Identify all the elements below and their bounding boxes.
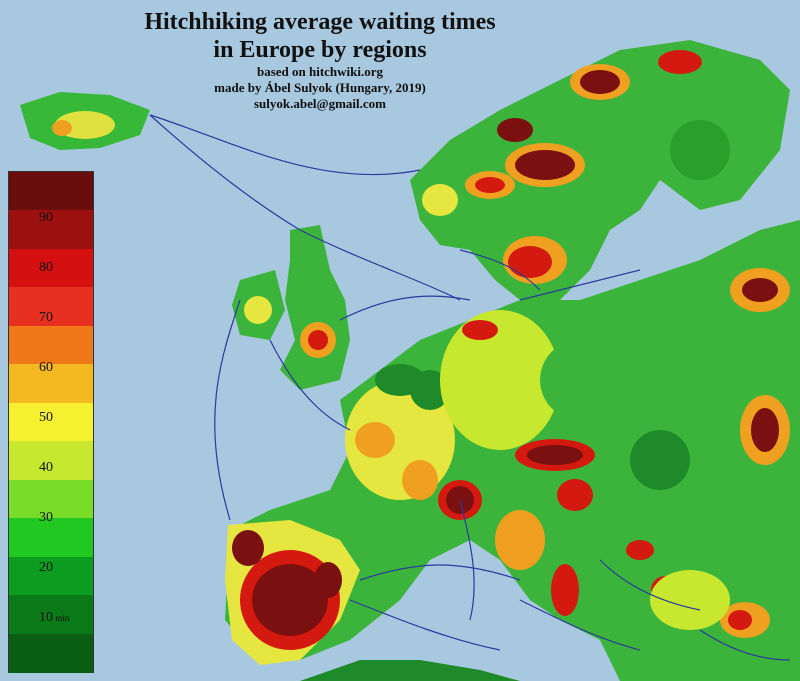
legend-band <box>9 364 93 404</box>
title-line-2: in Europe by regions <box>213 37 427 63</box>
ferry-routes <box>149 114 791 661</box>
legend-tick-label: 80 <box>39 260 53 275</box>
scandinavia <box>410 40 790 300</box>
legend-band <box>9 210 93 250</box>
legend-band <box>9 172 93 212</box>
title-line-1: Hitchhiking average waiting times <box>144 9 496 35</box>
title-block: Hitchhiking average waiting times in Eur… <box>120 8 520 112</box>
legend-band <box>9 595 93 635</box>
legend-unit: min <box>53 613 70 623</box>
legend-tick-label: 70 <box>39 310 53 325</box>
legend-band <box>9 248 93 289</box>
legend-band <box>9 402 93 443</box>
legend-tick-label: 90 <box>39 210 53 225</box>
legend-tick-label: 60 <box>39 360 53 375</box>
legend-band <box>9 325 93 366</box>
legend-tick-label: 20 <box>39 560 53 575</box>
legend-band <box>9 287 93 327</box>
color-legend: 90 80 70 60 50 40 30 20 10 min <box>8 171 94 673</box>
legend-tick-label: 10 min <box>39 610 70 625</box>
source-credit: based on hitchwiki.org <box>256 64 384 79</box>
legend-band <box>9 633 93 673</box>
north-africa <box>300 660 520 681</box>
legend-band <box>9 556 93 597</box>
legend-tick-label: 30 <box>39 510 53 525</box>
legend-band <box>9 441 93 481</box>
author-email: sulyok.abel@gmail.com <box>254 96 386 111</box>
legend-band <box>9 518 93 558</box>
legend-band <box>9 479 93 520</box>
author-credit: made by Ábel Sulyok (Hungary, 2019) <box>214 80 426 95</box>
legend-tick-label: 40 <box>39 460 53 475</box>
legend-tick-label: 50 <box>39 410 53 425</box>
